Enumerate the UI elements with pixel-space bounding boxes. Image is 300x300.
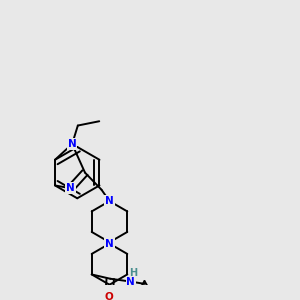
Text: N: N bbox=[126, 277, 135, 286]
Text: N: N bbox=[105, 196, 114, 206]
Text: N: N bbox=[105, 238, 114, 249]
Text: N: N bbox=[68, 139, 76, 149]
Text: O: O bbox=[104, 292, 113, 300]
Text: N: N bbox=[66, 183, 75, 193]
Text: H: H bbox=[129, 268, 137, 278]
